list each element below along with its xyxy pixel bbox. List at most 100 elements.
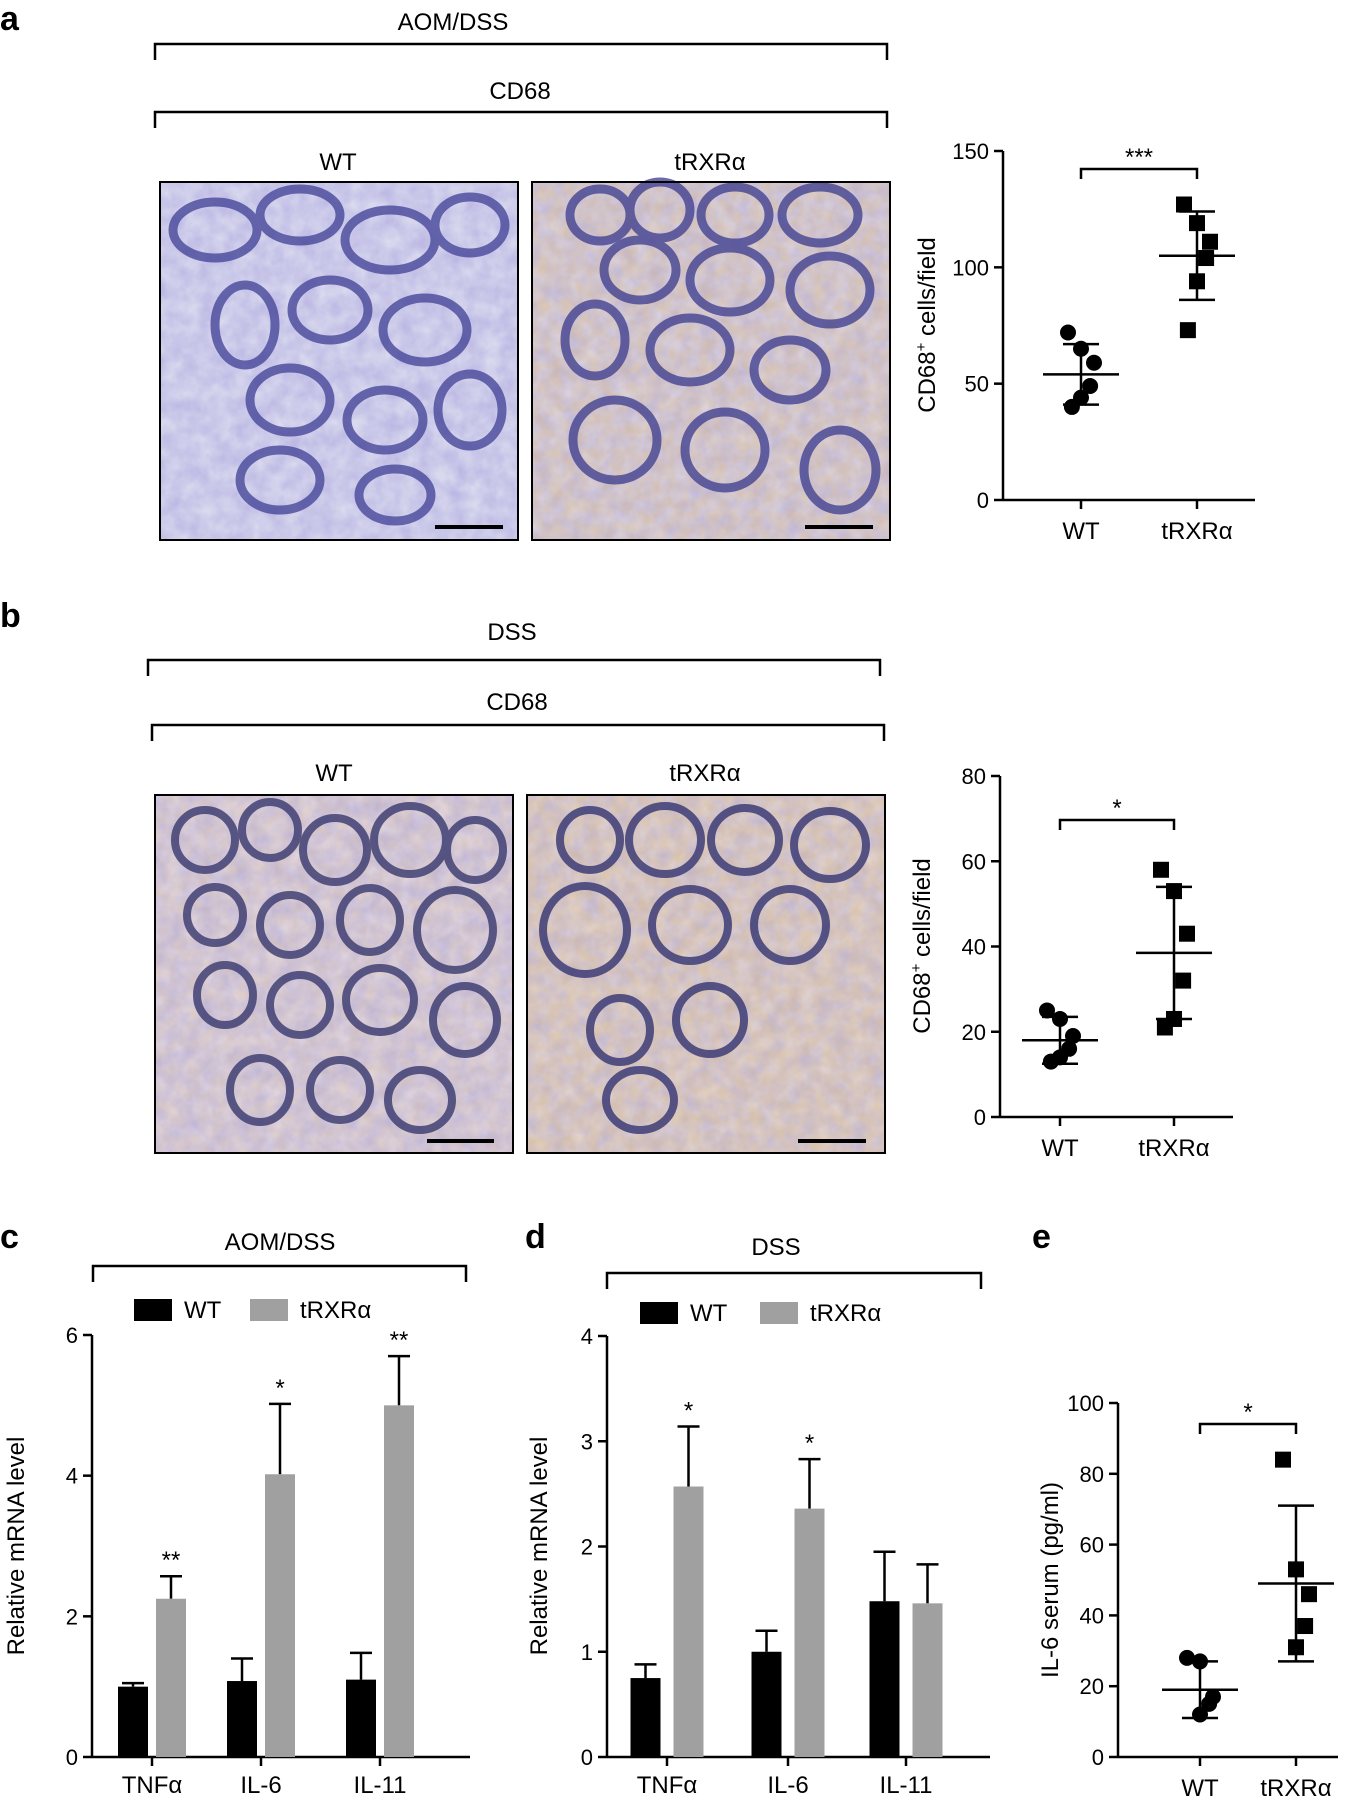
d-bar-y-tick-label-2: 2	[581, 1535, 593, 1560]
panel-a-image-label-trxra: tRXRα	[674, 149, 745, 176]
panel-e-letter: e	[1032, 1218, 1051, 1256]
a-scatter-point-1-3	[1198, 250, 1215, 267]
panel-a-micrograph-wt	[159, 181, 519, 541]
panel-d-letter: d	[525, 1218, 546, 1256]
c-bar-significance-2: **	[390, 1327, 409, 1354]
e-scatter-point-1-3	[1297, 1618, 1314, 1635]
c-bar-significance-1: *	[275, 1375, 284, 1402]
panel-c-letter: c	[0, 1218, 19, 1256]
d-bar-significance-1: *	[805, 1430, 814, 1457]
c-bar-legend-label-0: WT	[184, 1297, 222, 1324]
c-bar-y-tick-label-3: 6	[66, 1323, 78, 1348]
d-bar-legend-label-0: WT	[690, 1300, 728, 1327]
e-scatter-y-tick-label-2: 40	[1080, 1603, 1104, 1628]
c-bar-y-tick-label-2: 4	[66, 1464, 78, 1489]
panel-b-image-label-wt: WT	[315, 760, 353, 787]
a-scatter-point-0-0	[1060, 324, 1076, 341]
a-scatter-y-tick-label-2: 100	[952, 255, 989, 280]
d-bar-bar-1-0	[673, 1486, 704, 1757]
a-scatter-y-label: CD68+ cells/field	[913, 237, 941, 413]
a-scatter-x-tick-label-1: tRXRα	[1161, 518, 1232, 545]
panel-d-condition-bracket	[605, 1271, 983, 1289]
d-bar-y-tick-label-4: 4	[581, 1324, 593, 1349]
d-bar-legend-label-1: tRXRα	[810, 1300, 881, 1327]
a-scatter-point-0-3	[1082, 377, 1099, 394]
d-bar-x-tick-label-0: TNFα	[637, 1772, 698, 1799]
b-scatter-y-tick-label-0: 0	[974, 1105, 986, 1130]
e-scatter-y-tick-label-4: 80	[1080, 1462, 1104, 1487]
e-scatter-y-label: IL-6 serum (pg/ml)	[1037, 1482, 1064, 1678]
panel-a-letter: a	[0, 0, 20, 38]
e-scatter-point-0-3	[1201, 1695, 1218, 1712]
a-scatter-y-tick-label-1: 50	[965, 372, 989, 397]
d-bar-y-tick-label-0: 0	[581, 1745, 593, 1770]
b-scatter-point-0-0	[1039, 1002, 1055, 1019]
d-bar-bar-0-0	[630, 1678, 661, 1757]
panel-a-stain-bracket	[153, 110, 889, 128]
c-bar-significance-0: **	[162, 1547, 181, 1574]
d-bar-legend-swatch-0	[640, 1302, 678, 1324]
c-bar-y-tick-label-0: 0	[66, 1745, 78, 1770]
c-bar-x-tick-label-2: IL-11	[354, 1772, 407, 1799]
a-scatter-x-tick-label-0: WT	[1062, 518, 1100, 545]
b-scatter-point-1-3	[1175, 972, 1192, 989]
panel-a-micrograph-trxra	[531, 177, 891, 541]
c-bar-bar-1-2	[384, 1405, 414, 1757]
panel-b-micrograph-wt	[154, 794, 514, 1154]
b-scatter-point-0-5	[1042, 1053, 1059, 1070]
d-bar-y-label: Relative mRNA level	[526, 1437, 553, 1656]
b-scatter-y-label: CD68+ cells/field	[908, 858, 936, 1034]
d-bar-bar-1-2	[912, 1603, 943, 1757]
panel-e-scatter-chart: 0 20 40 60 80 100 IL-6 serum (pg/ml) WT tRXRα *	[1037, 1391, 1338, 1802]
panel-c-bar-chart: 0 2 4 6 Relative mRNA level WT tRXRα ** TNFα * IL-…	[3, 1297, 470, 1799]
b-scatter-y-tick-label-3: 60	[962, 849, 986, 874]
c-bar-y-tick-label-1: 2	[66, 1604, 78, 1629]
e-scatter-x-tick-label-0: WT	[1181, 1775, 1219, 1802]
d-bar-bar-0-2	[869, 1601, 900, 1757]
d-bar-x-tick-label-1: IL-6	[767, 1772, 808, 1799]
panel-b-condition-label: DSS	[487, 619, 536, 646]
c-bar-legend-label-1: tRXRα	[300, 1297, 371, 1324]
a-scatter-y-tick-label-0: 0	[977, 488, 989, 513]
panel-b-image-label-trxra: tRXRα	[669, 760, 740, 787]
panel-c-condition-label: AOM/DSS	[225, 1229, 336, 1256]
e-scatter-significance-bracket	[1198, 1422, 1298, 1434]
a-scatter-point-1-0	[1176, 196, 1192, 213]
d-bar-significance-0: *	[684, 1398, 693, 1425]
panel-a-condition-bracket	[153, 42, 889, 60]
panel-a-scatter-chart: 0 50 100 150 CD68+ cells/field WT tRXRα ***	[913, 139, 1255, 545]
panel-c-condition-bracket	[91, 1264, 468, 1282]
b-scatter-y-tick-label-1: 20	[962, 1020, 986, 1045]
c-bar-bar-0-2	[346, 1679, 376, 1757]
c-bar-bar-0-1	[227, 1681, 257, 1757]
a-scatter-y-tick-label-3: 150	[952, 139, 989, 164]
panel-b-scatter-chart: 0 20 40 60 80 CD68+ cells/field WT tRXRα *	[908, 764, 1233, 1162]
c-bar-legend-swatch-0	[134, 1299, 172, 1321]
panel-b-condition-bracket	[146, 658, 882, 676]
b-scatter-y-tick-label-4: 80	[962, 764, 986, 789]
e-scatter-y-tick-label-3: 60	[1080, 1533, 1104, 1558]
b-scatter-x-tick-label-0: WT	[1041, 1135, 1079, 1162]
d-bar-y-tick-label-3: 3	[581, 1429, 593, 1454]
panel-b-stain-bracket	[150, 723, 886, 741]
d-bar-y-tick-label-1: 1	[581, 1640, 593, 1665]
d-bar-bar-0-1	[751, 1651, 782, 1757]
a-scatter-point-1-2	[1202, 233, 1218, 250]
c-bar-bar-1-1	[265, 1474, 295, 1757]
b-scatter-point-1-2	[1179, 925, 1195, 942]
panel-d-condition-label: DSS	[751, 1234, 800, 1261]
a-scatter-significance-bracket	[1079, 167, 1199, 179]
d-bar-x-tick-label-2: IL-11	[880, 1772, 933, 1799]
e-scatter-significance-label: *	[1243, 1399, 1252, 1426]
e-scatter-y-tick-label-1: 20	[1080, 1674, 1104, 1699]
a-scatter-point-0-5	[1063, 398, 1080, 415]
b-scatter-significance-bracket	[1058, 818, 1176, 830]
c-bar-bar-1-0	[156, 1598, 186, 1757]
b-scatter-point-1-5	[1156, 1019, 1173, 1036]
a-scatter-significance-label: ***	[1125, 144, 1153, 171]
e-scatter-x-tick-label-1: tRXRα	[1260, 1775, 1331, 1802]
panel-a-image-label-wt: WT	[319, 149, 357, 176]
a-scatter-point-0-2	[1086, 354, 1102, 371]
a-scatter-point-1-5	[1179, 322, 1196, 339]
e-scatter-y-tick-label-5: 100	[1067, 1391, 1104, 1416]
